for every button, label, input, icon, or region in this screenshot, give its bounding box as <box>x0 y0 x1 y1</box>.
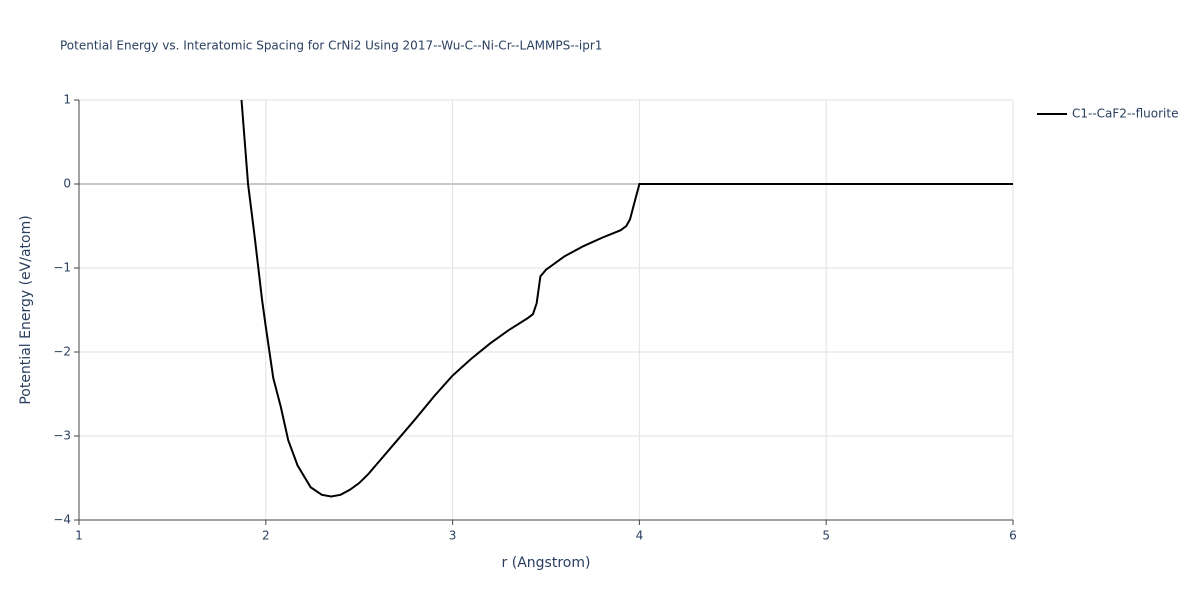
y-tick-label: −4 <box>53 513 71 527</box>
y-tick-label: −2 <box>53 345 71 359</box>
x-tick-label: 3 <box>449 529 457 543</box>
line-series <box>240 99 1013 498</box>
y-tick-label: −1 <box>53 261 71 275</box>
x-tick-label: 1 <box>75 529 83 543</box>
x-tick-label: 5 <box>822 529 830 543</box>
y-axis-title: Potential Energy (eV/atom) <box>18 215 34 404</box>
y-tick-label: −3 <box>53 429 71 443</box>
y-tick-label: 0 <box>63 177 71 191</box>
x-tick-label: 6 <box>1009 529 1017 543</box>
x-tick-label: 4 <box>636 529 644 543</box>
y-tick-label: 1 <box>63 93 71 107</box>
x-tick-label: 2 <box>262 529 270 543</box>
chart-title: Potential Energy vs. Interatomic Spacing… <box>60 39 602 53</box>
x-axis-title: r (Angstrom) <box>502 555 591 571</box>
legend-label: C1--CaF2--fluorite <box>1072 107 1178 121</box>
